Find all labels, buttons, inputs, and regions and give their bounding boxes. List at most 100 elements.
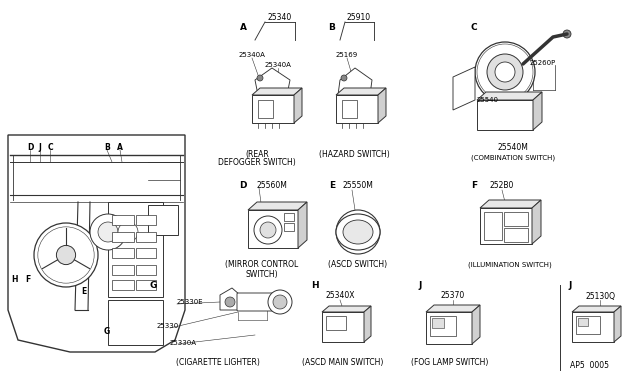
Circle shape bbox=[336, 210, 380, 254]
Text: J: J bbox=[38, 144, 42, 153]
Text: G: G bbox=[149, 282, 157, 291]
Bar bbox=[342, 100, 357, 118]
Text: A: A bbox=[117, 144, 123, 153]
Text: (ASCD SWITCH): (ASCD SWITCH) bbox=[328, 260, 388, 269]
Text: 25130Q: 25130Q bbox=[585, 292, 615, 301]
Bar bbox=[252, 95, 294, 123]
Circle shape bbox=[254, 216, 282, 244]
Bar bbox=[480, 208, 532, 244]
Text: 252B0: 252B0 bbox=[490, 182, 514, 190]
Polygon shape bbox=[532, 200, 541, 244]
Circle shape bbox=[268, 290, 292, 314]
Circle shape bbox=[225, 297, 235, 307]
Bar bbox=[112, 215, 134, 225]
Polygon shape bbox=[572, 306, 621, 312]
Text: (ILLUMINATION SWITCH): (ILLUMINATION SWITCH) bbox=[468, 262, 552, 268]
Text: SWITCH): SWITCH) bbox=[246, 269, 278, 279]
Text: H: H bbox=[12, 276, 19, 285]
Text: DEFOGGER SWITCH): DEFOGGER SWITCH) bbox=[218, 158, 296, 167]
Polygon shape bbox=[298, 202, 307, 248]
Bar bbox=[572, 312, 614, 342]
Polygon shape bbox=[364, 306, 371, 342]
Text: (COMBINATION SWITCH): (COMBINATION SWITCH) bbox=[471, 155, 555, 161]
Ellipse shape bbox=[336, 214, 380, 250]
Polygon shape bbox=[378, 88, 386, 123]
Bar bbox=[136, 248, 156, 258]
Polygon shape bbox=[426, 305, 480, 312]
Circle shape bbox=[257, 75, 263, 81]
Circle shape bbox=[273, 295, 287, 309]
Bar bbox=[112, 280, 134, 290]
FancyBboxPatch shape bbox=[237, 293, 277, 311]
Polygon shape bbox=[477, 92, 542, 100]
Bar bbox=[504, 212, 528, 226]
Bar bbox=[504, 228, 528, 242]
Text: 25330: 25330 bbox=[157, 323, 179, 329]
Text: 25340A: 25340A bbox=[239, 52, 266, 58]
Text: 25169: 25169 bbox=[336, 52, 358, 58]
Text: H: H bbox=[311, 282, 319, 291]
Text: 25550M: 25550M bbox=[342, 182, 373, 190]
Text: (ASCD MAIN SWITCH): (ASCD MAIN SWITCH) bbox=[302, 357, 384, 366]
Text: 25540: 25540 bbox=[477, 97, 499, 103]
Bar bbox=[248, 210, 298, 248]
Bar bbox=[284, 223, 294, 231]
Text: F: F bbox=[471, 182, 477, 190]
Bar bbox=[112, 232, 134, 242]
Bar bbox=[136, 280, 156, 290]
Text: 25340X: 25340X bbox=[325, 292, 355, 301]
Polygon shape bbox=[472, 305, 480, 344]
Polygon shape bbox=[338, 68, 372, 95]
Text: B: B bbox=[328, 23, 335, 32]
Text: E: E bbox=[81, 288, 86, 296]
Bar bbox=[136, 215, 156, 225]
Text: G: G bbox=[104, 327, 110, 337]
Text: (HAZARD SWITCH): (HAZARD SWITCH) bbox=[319, 150, 389, 158]
Text: D: D bbox=[27, 144, 33, 153]
Ellipse shape bbox=[343, 220, 373, 244]
Text: F: F bbox=[26, 276, 31, 285]
Circle shape bbox=[495, 62, 515, 82]
Polygon shape bbox=[453, 67, 475, 110]
Circle shape bbox=[475, 42, 535, 102]
Bar bbox=[258, 100, 273, 118]
Circle shape bbox=[98, 222, 118, 242]
Text: (FOG LAMP SWITCH): (FOG LAMP SWITCH) bbox=[412, 357, 489, 366]
Polygon shape bbox=[255, 68, 290, 95]
Circle shape bbox=[331, 318, 341, 328]
Bar bbox=[284, 213, 294, 221]
Circle shape bbox=[56, 246, 76, 264]
Circle shape bbox=[563, 30, 571, 38]
Polygon shape bbox=[252, 88, 302, 95]
Polygon shape bbox=[322, 306, 371, 312]
Bar bbox=[112, 265, 134, 275]
Bar bbox=[136, 232, 156, 242]
Bar bbox=[578, 318, 588, 326]
Text: C: C bbox=[470, 23, 477, 32]
Polygon shape bbox=[336, 88, 386, 95]
Text: A: A bbox=[239, 23, 246, 32]
Text: 25330A: 25330A bbox=[170, 340, 197, 346]
Text: J: J bbox=[568, 282, 572, 291]
Circle shape bbox=[34, 223, 98, 287]
Text: (CIGARETTE LIGHTER): (CIGARETTE LIGHTER) bbox=[176, 357, 260, 366]
Bar bbox=[136, 265, 156, 275]
Circle shape bbox=[341, 75, 347, 81]
Polygon shape bbox=[294, 88, 302, 123]
Bar bbox=[326, 316, 346, 330]
Bar bbox=[148, 205, 178, 235]
Polygon shape bbox=[8, 135, 185, 352]
Bar bbox=[430, 316, 456, 336]
Text: 25330E: 25330E bbox=[177, 299, 204, 305]
Text: C: C bbox=[47, 144, 53, 153]
Text: E: E bbox=[329, 182, 335, 190]
Polygon shape bbox=[533, 92, 542, 130]
Circle shape bbox=[260, 222, 276, 238]
Bar bbox=[336, 95, 378, 123]
Text: 25910: 25910 bbox=[347, 13, 371, 22]
Bar bbox=[432, 318, 444, 328]
Bar bbox=[112, 248, 134, 258]
Text: 25540M: 25540M bbox=[497, 144, 529, 153]
Polygon shape bbox=[614, 306, 621, 342]
Text: 25260P: 25260P bbox=[530, 60, 556, 66]
